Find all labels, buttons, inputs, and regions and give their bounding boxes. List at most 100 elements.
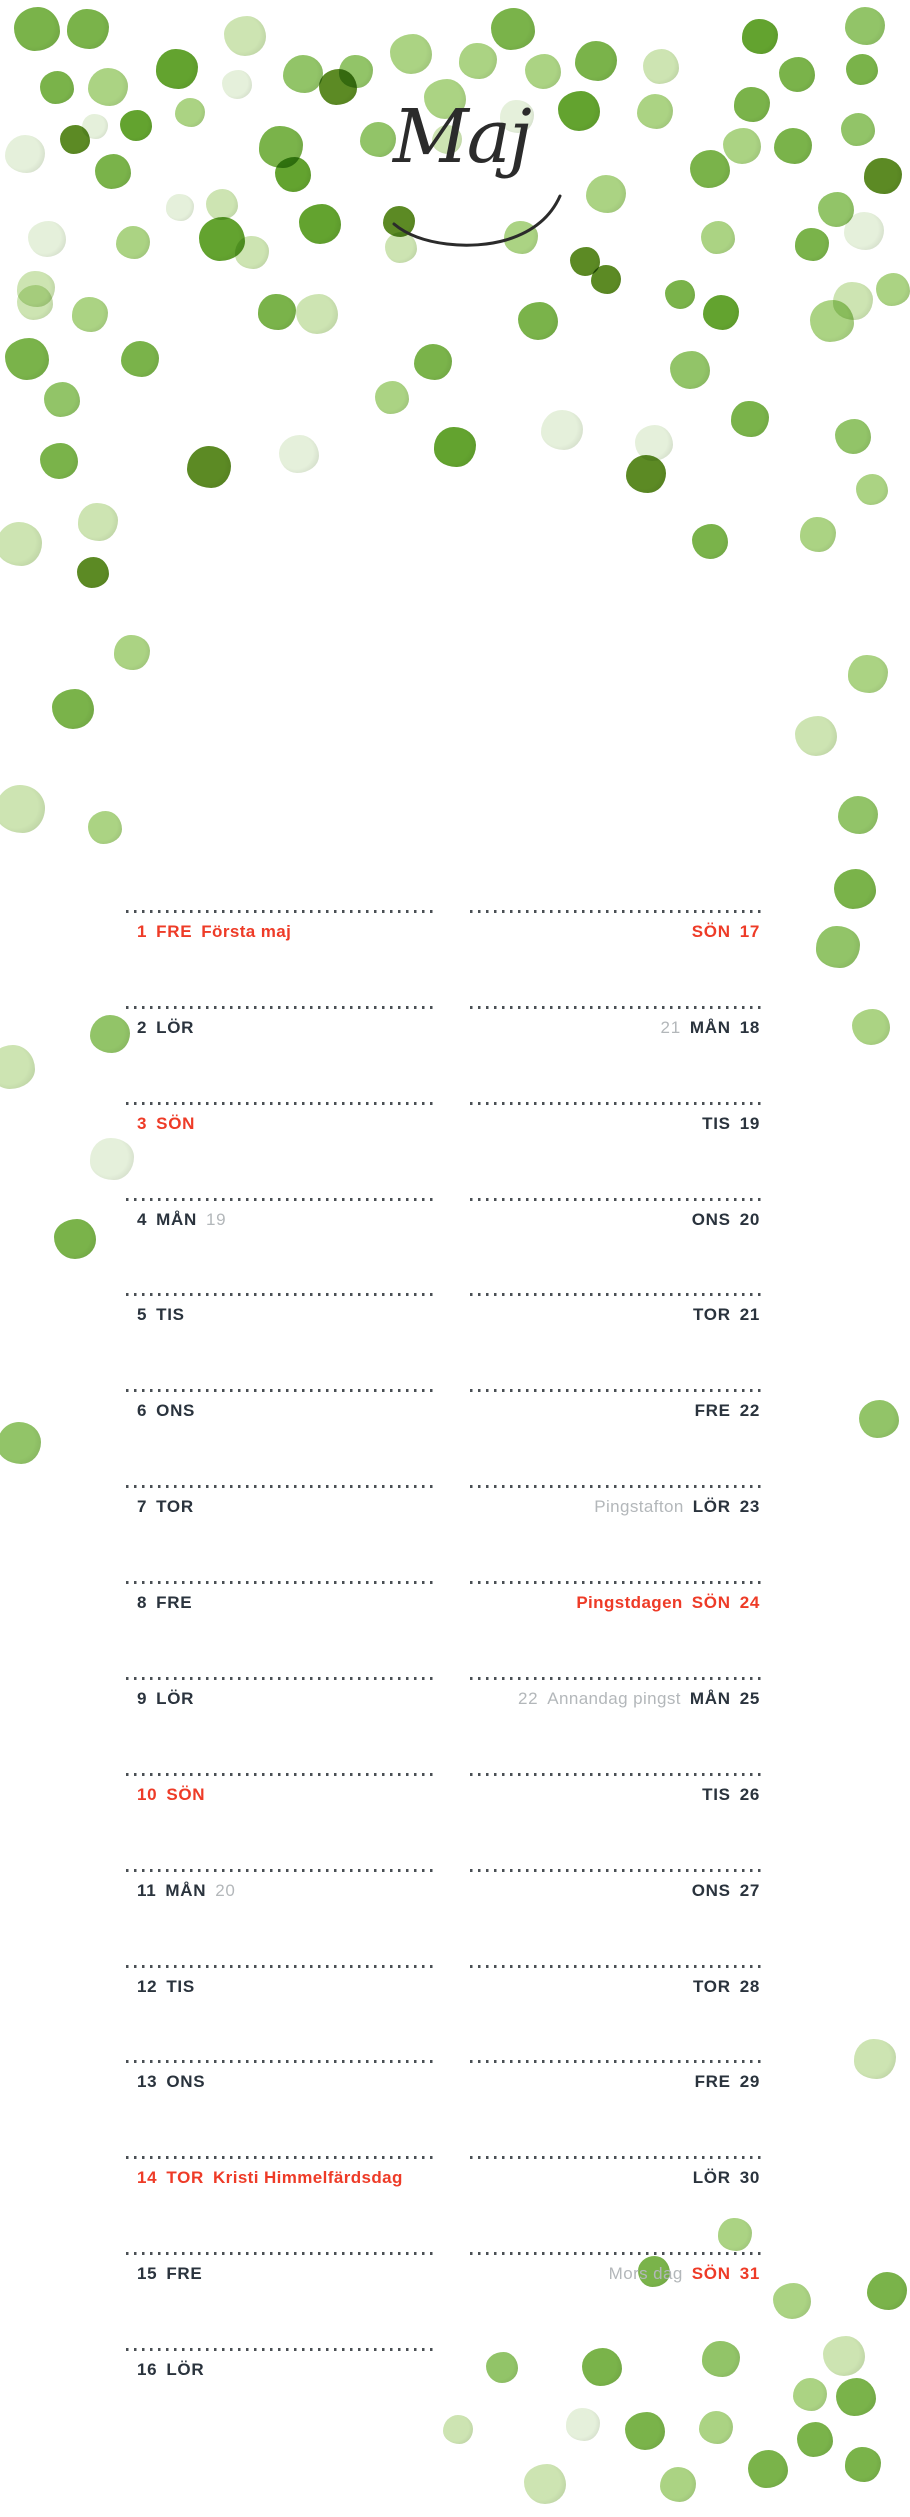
calendar-row: TIS 19 (0, 1102, 910, 1162)
watercolor-dot (459, 43, 497, 79)
calendar-row-text: 21 MÅN 18 (470, 1018, 760, 1038)
calendar-row: SÖN 17 (0, 910, 910, 970)
dotted-line (470, 2060, 761, 2063)
watercolor-dot (635, 425, 673, 461)
watercolor-dot (795, 716, 837, 756)
title-flourish (392, 194, 562, 247)
weekday-label: FRE (156, 1593, 193, 1612)
watercolor-dot (575, 41, 617, 81)
calendar-row-text: FRE 22 (470, 1401, 760, 1421)
watercolor-dot (566, 2408, 600, 2441)
watercolor-dot (275, 157, 311, 192)
date-number: 20 (739, 1210, 760, 1229)
date-number: 23 (739, 1497, 760, 1516)
date-number: 18 (739, 1018, 760, 1037)
watercolor-dot (88, 811, 122, 844)
calendar-row: LÖR 30 (0, 2156, 910, 2216)
calendar-row-text: 12 TIS (137, 1977, 195, 1997)
watercolor-dot (175, 98, 205, 127)
watercolor-dot (504, 221, 538, 254)
weekday-label: MÅN (689, 1689, 731, 1708)
dotted-line (470, 1485, 761, 1488)
watercolor-dot (279, 435, 319, 473)
date-number: 6 (137, 1401, 148, 1420)
calendar-row: Pingstdagen SÖN 24 (0, 1581, 910, 1641)
date-number: 26 (739, 1785, 760, 1804)
watercolor-dot (375, 381, 409, 414)
weekday-label: TIS (702, 1114, 731, 1133)
watercolor-dot (643, 49, 679, 84)
weekday-label: ONS (166, 2072, 206, 2091)
dotted-line (126, 2348, 437, 2351)
dotted-line (126, 910, 437, 913)
calendar-row-text: 8 FRE (137, 1593, 192, 1613)
watercolor-dot (77, 557, 109, 588)
weekday-label: LÖR (692, 1497, 731, 1516)
calendar-row-text: LÖR 30 (470, 2168, 760, 2188)
watercolor-dot (848, 655, 888, 693)
dotted-line (470, 1677, 761, 1680)
watercolor-dot (0, 522, 42, 566)
calendar-row: TOR 21 (0, 1293, 910, 1353)
calendar-row-text: TIS 26 (470, 1785, 760, 1805)
date-number: 16 (137, 2360, 158, 2379)
dotted-line (126, 1102, 437, 1105)
holiday-note: Annandag pingst (547, 1689, 681, 1708)
date-number: 3 (137, 1114, 148, 1133)
watercolor-dot (742, 19, 778, 54)
date-number: 25 (739, 1689, 760, 1708)
calendar-row-text: FRE 29 (470, 2072, 760, 2092)
watercolor-dot (718, 2218, 752, 2251)
date-number: 22 (739, 1401, 760, 1420)
weekday-label: FRE (156, 922, 193, 941)
calendar-row-text: 6 ONS (137, 1401, 195, 1421)
watercolor-dot (856, 474, 888, 505)
dotted-line (470, 1581, 761, 1584)
watercolor-dot (224, 16, 266, 56)
weekday-label: ONS (691, 1210, 731, 1229)
calendar-row: 7 TOR (0, 1485, 910, 1545)
watercolor-dot (834, 869, 876, 909)
date-number: 21 (739, 1305, 760, 1324)
calendar-row: 2 LÖR (0, 1006, 910, 1066)
watercolor-dot (299, 204, 341, 244)
watercolor-dot (797, 2422, 833, 2457)
date-number: 4 (137, 1210, 148, 1229)
calendar-row: 21 MÅN 18 (0, 1006, 910, 1066)
watercolor-dot (17, 285, 53, 320)
calendar-row: ONS 20 (0, 1198, 910, 1258)
dotted-line (126, 1485, 437, 1488)
watercolor-dot (390, 34, 432, 74)
calendar-row-text: TIS 19 (470, 1114, 760, 1134)
calendar-row: ONS 27 (0, 1869, 910, 1929)
watercolor-dot (121, 341, 159, 377)
watercolor-dot (259, 126, 303, 168)
holiday-note: Mors dag (608, 2264, 683, 2283)
watercolor-dot (187, 446, 231, 488)
watercolor-dot (116, 226, 150, 259)
calendar-row-text: Pingstafton LÖR 23 (470, 1497, 760, 1517)
watercolor-dot (40, 443, 78, 479)
watercolor-dot (360, 122, 396, 157)
watercolor-dot (665, 280, 695, 309)
dotted-line (126, 1869, 437, 1872)
watercolor-dot (845, 2447, 881, 2482)
dotted-line (470, 2252, 761, 2255)
watercolor-dot (660, 2467, 696, 2502)
calendar-row: Mors dag SÖN 31 (0, 2252, 910, 2312)
watercolor-dot (491, 8, 535, 50)
date-number: 17 (739, 922, 760, 941)
watercolor-dot (17, 271, 55, 307)
week-number: 22 (517, 1689, 539, 1708)
date-number: 5 (137, 1305, 148, 1324)
watercolor-dot (779, 57, 815, 92)
watercolor-dot (156, 49, 198, 89)
dotted-line (126, 1293, 437, 1296)
watercolor-dot (434, 427, 476, 467)
calendar-row: 8 FRE (0, 1581, 910, 1641)
calendar-row-text: 16 LÖR (137, 2360, 204, 2380)
weekday-label: TIS (702, 1785, 731, 1804)
dotted-line (470, 1965, 761, 1968)
